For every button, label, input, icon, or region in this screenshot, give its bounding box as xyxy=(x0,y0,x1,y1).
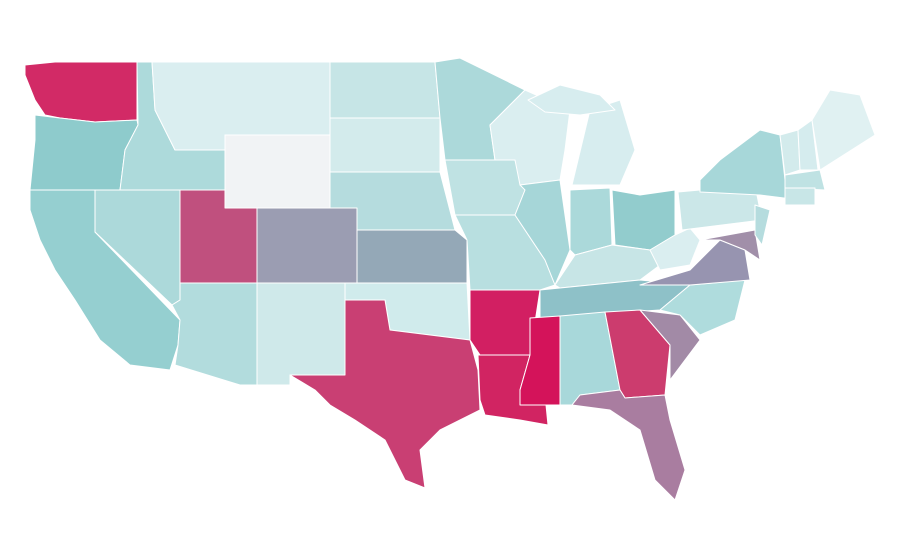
state-region xyxy=(329,117,441,173)
state-region xyxy=(256,282,346,386)
state-region xyxy=(24,61,138,123)
state-region xyxy=(571,389,686,501)
state-region xyxy=(811,89,876,171)
state-region xyxy=(639,309,701,381)
state-region xyxy=(527,84,616,116)
state-region xyxy=(569,187,613,256)
state-region xyxy=(224,134,331,209)
state-region xyxy=(784,169,826,191)
state-regions xyxy=(24,57,876,501)
state-region xyxy=(699,229,761,261)
state-region xyxy=(514,179,571,286)
state-region xyxy=(356,229,468,284)
state-region xyxy=(784,187,816,206)
state-region xyxy=(289,299,481,489)
state-region xyxy=(754,204,771,246)
state-region xyxy=(171,282,258,386)
state-region xyxy=(571,99,636,186)
state-region xyxy=(256,207,358,284)
state-region xyxy=(329,61,441,119)
state-region xyxy=(444,159,526,216)
